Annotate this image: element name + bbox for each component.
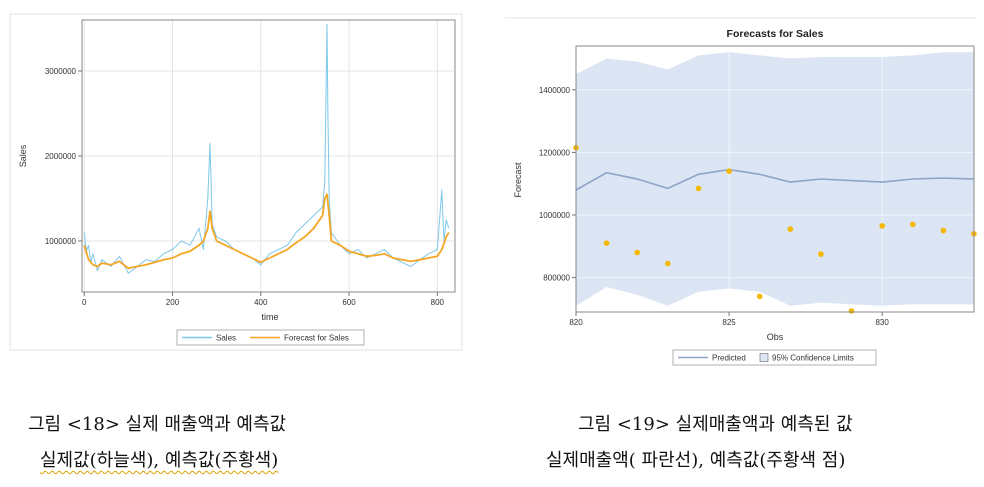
actual-point [665, 261, 671, 267]
legend-label-forecast: Forecast for Sales [284, 334, 349, 343]
sales-time-series-chart: 1000000 2000000 3000000 0 200 400 600 800 Sales… [0, 0, 470, 360]
actual-point [879, 223, 885, 229]
x-tick-label: 600 [342, 298, 356, 307]
actual-point [604, 240, 610, 246]
y-tick-label: 3000000 [45, 67, 77, 76]
actual-point [941, 228, 947, 234]
actual-point [634, 250, 640, 256]
x-tick-label: 200 [166, 298, 180, 307]
x-axis-label: time [261, 312, 278, 322]
actual-point [818, 251, 824, 257]
y-axis-label: Sales [18, 144, 28, 167]
x-tick-label: 0 [82, 298, 87, 307]
sales-forecast-chart: Forecasts for Sales 800000 1000000 1200000… [505, 0, 984, 370]
y-axis-label: Forecast [513, 162, 523, 198]
actual-point [910, 222, 916, 228]
x-tick-label: 830 [875, 318, 889, 327]
actual-point [696, 186, 702, 192]
x-tick-label: 825 [722, 318, 736, 327]
figure-18-caption-line1: 그림 <18> 실제 매출액과 예측값 [28, 410, 286, 436]
legend-label-sales: Sales [216, 334, 236, 343]
actual-point [788, 226, 794, 232]
y-tick-label: 1200000 [539, 148, 571, 157]
y-tick-label: 1000000 [45, 237, 77, 246]
y-tick-label: 1400000 [539, 86, 571, 95]
legend-swatch-confidence [760, 354, 768, 362]
actual-point [849, 308, 855, 314]
figure-18-caption-line2: 실제값(하늘색), 예측값(주황색) [40, 446, 278, 472]
figure-19-caption-line2: 실제매출액( 파란선), 예측값(주황색 점) [546, 446, 845, 472]
x-tick-label: 820 [569, 318, 583, 327]
actual-point [757, 294, 763, 300]
x-tick-label: 400 [254, 298, 268, 307]
legend-label-predicted: Predicted [712, 354, 746, 363]
legend: Predicted 95% Confidence Limits [673, 350, 876, 365]
y-tick-label: 800000 [543, 274, 570, 283]
legend-label-confidence: 95% Confidence Limits [772, 354, 854, 363]
chart-frame [10, 14, 462, 350]
y-tick-label: 1000000 [539, 211, 571, 220]
actual-point [726, 168, 732, 174]
x-axis-label: Obs [767, 332, 784, 342]
chart-title: Forecasts for Sales [727, 28, 824, 40]
y-tick-label: 2000000 [45, 152, 77, 161]
figure-19-caption-line1: 그림 <19> 실제매출액과 예측된 값 [578, 410, 853, 436]
x-tick-label: 800 [431, 298, 445, 307]
legend: Sales Forecast for Sales [177, 330, 364, 345]
